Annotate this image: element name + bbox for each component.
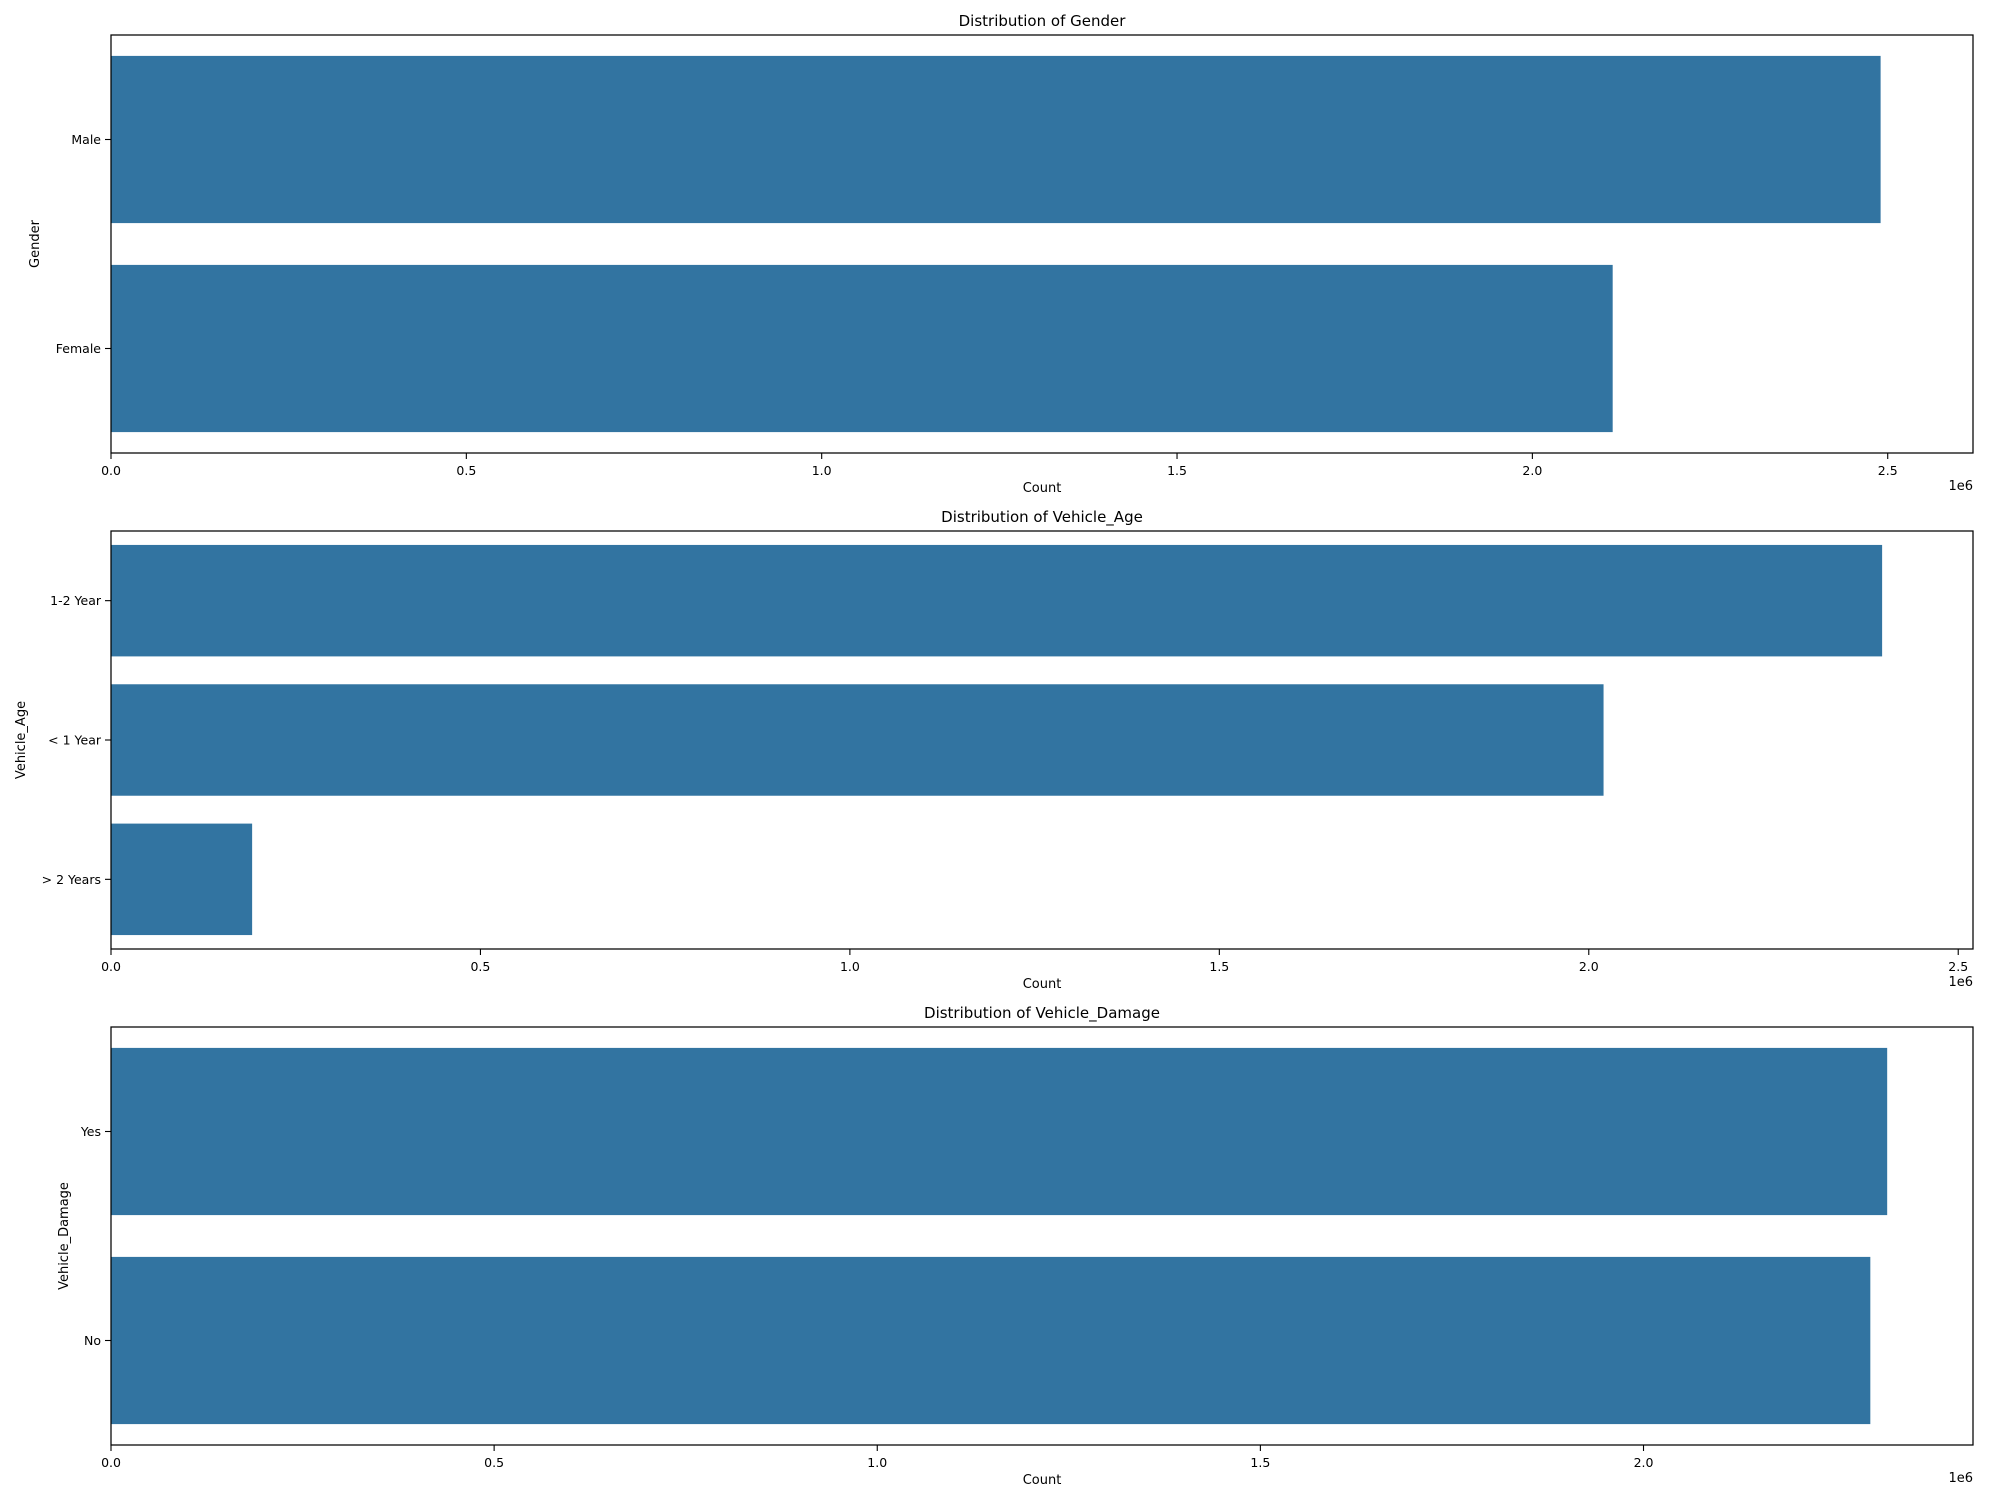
chart-panel: Distribution of Vehicle_Damage 0.0 0.5 1.0… bbox=[57, 1004, 1974, 1488]
x-axis: 0.0 0.5 1.0 1.5 2.0 bbox=[101, 1445, 1653, 1470]
plot-frame bbox=[110, 1026, 1974, 1446]
x-axis: 0.0 0.5 1.0 1.5 2.0 2.5 bbox=[101, 453, 1898, 478]
x-tick-label: 0.5 bbox=[470, 959, 490, 974]
x-tick-label: 1.0 bbox=[840, 959, 860, 974]
y-tick-label: Male bbox=[71, 132, 101, 147]
y-axis-label: Gender bbox=[28, 219, 43, 268]
x-offset-label: 1e6 bbox=[1948, 479, 1973, 494]
chart-panel: Distribution of Gender 0.0 0.5 1.0 1.5 2.0 2.… bbox=[28, 12, 1974, 496]
x-tick-label: 2.5 bbox=[1878, 463, 1898, 478]
x-tick-label: 1.5 bbox=[1250, 1455, 1270, 1470]
bar bbox=[111, 55, 1881, 224]
chart-panel: Distribution of Vehicle_Age 0.0 0.5 1.0 1.5… bbox=[14, 508, 1974, 992]
bar bbox=[111, 823, 253, 936]
bar-group bbox=[111, 55, 1881, 433]
bar-group bbox=[111, 544, 1883, 936]
x-tick-label: 0.5 bbox=[484, 1455, 504, 1470]
y-tick-label: No bbox=[84, 1333, 101, 1348]
y-tick-label: Yes bbox=[80, 1124, 101, 1139]
x-tick-label: 1.5 bbox=[1167, 463, 1187, 478]
chart-title: Distribution of Vehicle_Damage bbox=[924, 1004, 1160, 1023]
x-tick-label: 1.0 bbox=[812, 463, 832, 478]
plot-frame bbox=[110, 34, 1974, 454]
x-axis-label: Count bbox=[1023, 977, 1062, 992]
chart-title: Distribution of Gender bbox=[959, 12, 1127, 30]
bar bbox=[111, 1047, 1888, 1216]
x-tick-label: 2.5 bbox=[1948, 959, 1968, 974]
bar bbox=[111, 264, 1613, 433]
y-tick-label: 1-2 Year bbox=[50, 593, 102, 608]
y-axis: Male Female bbox=[56, 132, 111, 356]
x-tick-label: 2.0 bbox=[1522, 463, 1542, 478]
y-axis-label: Vehicle_Damage bbox=[57, 1182, 72, 1290]
x-tick-label: 2.0 bbox=[1579, 959, 1599, 974]
bar bbox=[111, 544, 1883, 657]
x-axis-label: Count bbox=[1023, 481, 1062, 496]
bar bbox=[111, 1256, 1871, 1425]
x-tick-label: 2.0 bbox=[1634, 1455, 1654, 1470]
x-axis-label: Count bbox=[1023, 1473, 1062, 1488]
x-tick-label: 0.0 bbox=[101, 1455, 121, 1470]
x-offset-label: 1e6 bbox=[1948, 975, 1973, 990]
bar bbox=[111, 684, 1604, 796]
x-tick-label: 1.5 bbox=[1209, 959, 1229, 974]
y-axis: 1-2 Year < 1 Year > 2 Years bbox=[42, 593, 111, 887]
x-tick-label: 0.0 bbox=[101, 959, 121, 974]
x-tick-label: 0.0 bbox=[101, 463, 121, 478]
y-tick-label: < 1 Year bbox=[48, 733, 102, 748]
x-tick-label: 0.5 bbox=[456, 463, 476, 478]
chart-title: Distribution of Vehicle_Age bbox=[941, 508, 1143, 527]
y-tick-label: Female bbox=[56, 341, 102, 356]
plot-frame bbox=[110, 530, 1974, 950]
bar-group bbox=[111, 1047, 1888, 1425]
y-axis-label: Vehicle_Age bbox=[14, 701, 29, 779]
x-axis: 0.0 0.5 1.0 1.5 2.0 2.5 bbox=[101, 949, 1968, 974]
y-axis: Yes No bbox=[80, 1124, 111, 1348]
x-tick-label: 1.0 bbox=[867, 1455, 887, 1470]
y-tick-label: > 2 Years bbox=[42, 872, 101, 887]
x-offset-label: 1e6 bbox=[1948, 1471, 1973, 1486]
